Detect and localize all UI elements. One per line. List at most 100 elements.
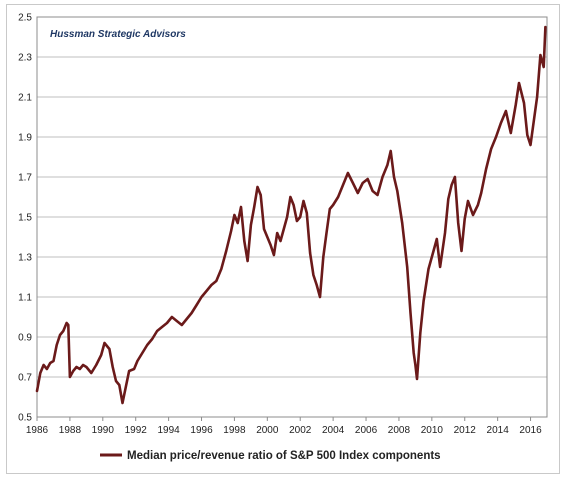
y-tick-label: 1.9 [18,133,32,144]
x-tick-label: 1998 [223,425,246,436]
data-point [342,184,344,186]
data-point [180,324,183,326]
data-point [75,366,78,368]
data-point [65,322,68,324]
data-point [381,176,384,178]
data-point [389,150,392,152]
data-point [108,348,111,350]
data-point [427,268,430,270]
data-point [236,222,239,224]
data-point [299,216,302,218]
data-point [412,352,415,354]
data-point [500,122,502,124]
data-point [225,250,228,252]
data-point [141,352,144,354]
data-point [315,284,318,286]
data-point [166,322,168,324]
y-tick-label: 1.3 [18,253,32,264]
data-point [472,214,474,216]
data-point [100,354,103,356]
data-point [171,316,173,318]
data-point [82,364,84,366]
y-tick-label: 0.7 [18,373,32,384]
data-point [90,372,93,374]
data-point [544,26,547,28]
data-point [200,296,203,298]
data-point [416,378,418,380]
data-point [514,104,517,106]
plot-border [36,16,548,418]
data-point [175,320,178,322]
data-point [518,82,520,84]
x-tick-label: 1996 [190,425,213,436]
data-point [409,312,412,314]
data-point [62,330,65,332]
data-point [282,228,285,230]
data-point [253,206,256,208]
data-point [240,206,242,208]
data-point [250,224,252,226]
chart-frame [6,4,560,474]
data-point [233,214,236,216]
data-point [347,172,349,174]
data-point [439,266,441,268]
y-tick-label: 2.1 [18,93,32,104]
data-point [103,342,106,344]
data-point [444,232,446,234]
data-point [414,364,417,366]
data-point [273,254,275,256]
data-point [118,384,121,386]
data-point [279,240,282,242]
data-point [85,366,88,368]
data-point [78,368,81,370]
data-point [215,280,218,282]
data-point [263,228,265,230]
y-tick-label: 1.1 [18,293,32,304]
data-point [190,312,193,314]
data-point [305,212,308,214]
x-tick-label: 2006 [355,425,378,436]
data-point [542,66,545,68]
series-lines [35,25,547,405]
data-point [49,362,52,364]
data-point [246,260,249,262]
data-point [124,386,127,388]
legend-label: Median price/revenue ratio of S&P 500 In… [127,450,441,462]
data-point [266,236,269,238]
x-tick-label: 1986 [26,425,49,436]
data-point [69,376,71,378]
x-tick-label: 2010 [421,425,444,436]
data-point [366,178,369,180]
data-point [67,324,70,326]
y-tick-label: 1.5 [18,213,32,224]
data-point [72,370,75,372]
data-point [457,222,460,224]
y-tick-label: 2.5 [18,13,32,24]
data-point [309,252,311,254]
data-point [396,190,399,192]
data-point [447,198,450,200]
data-point [55,344,58,346]
data-point [111,366,114,368]
x-tick-label: 2008 [388,425,411,436]
chart-annotation: Hussman Strategic Advisors [50,29,186,40]
x-tick-label: 1988 [59,425,82,436]
data-point [376,194,379,196]
x-tick-label: 1990 [92,425,115,436]
data-point [406,266,409,268]
data-point [371,190,374,192]
y-tick-label: 0.5 [18,413,32,424]
data-point [230,230,233,232]
data-point [259,194,262,196]
data-point [95,364,98,366]
data-point [205,290,208,292]
data-point [52,360,55,362]
data-point [146,344,149,346]
y-tick-label: 1.7 [18,173,32,184]
data-point [39,372,42,374]
data-point [292,204,295,206]
data-point [46,368,48,370]
x-tick-label: 2002 [289,425,312,436]
data-point [539,54,542,56]
data-point [526,134,529,136]
